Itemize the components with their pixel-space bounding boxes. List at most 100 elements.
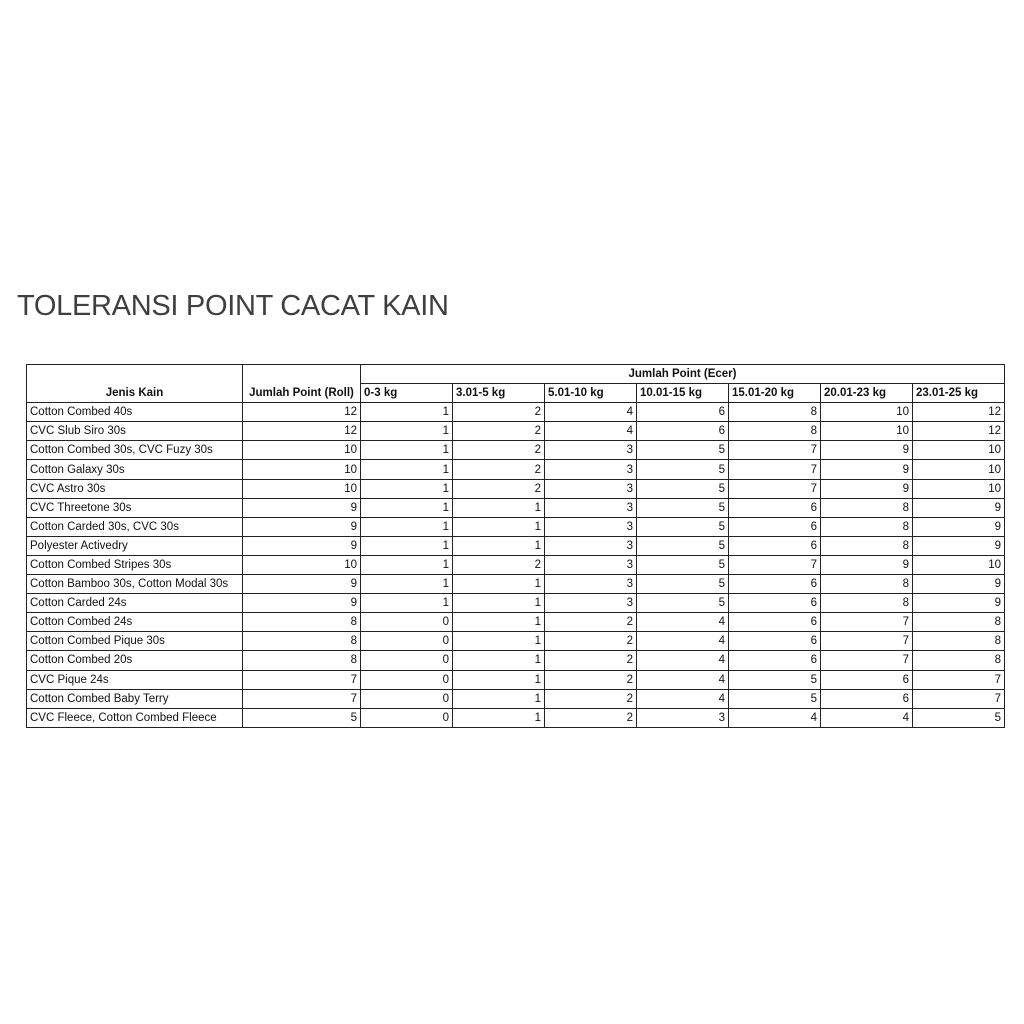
fabric-name-cell: Cotton Combed 20s: [26, 650, 243, 671]
roll-points-cell: 7: [242, 669, 361, 690]
table-row: CVC Threetone 30s 9 1 1 3 5 6 8 9: [26, 497, 1005, 518]
ecer-points-cell: 5: [728, 669, 821, 690]
table-row: Polyester Activedry 9 1 1 3 5 6 8 9: [26, 535, 1005, 556]
ecer-points-cell: 2: [452, 554, 545, 576]
fabric-name-cell: Cotton Combed Pique 30s: [26, 631, 243, 652]
roll-points-cell: 12: [242, 421, 361, 442]
ecer-points-cell: 3: [544, 516, 637, 537]
ecer-points-cell: 1: [360, 421, 453, 442]
ecer-points-cell: 1: [360, 459, 453, 480]
header-ecer-column: 20.01-23 kg: [820, 383, 913, 404]
header-jumlah-point-ecer: Jumlah Point (Ecer): [360, 363, 1005, 385]
ecer-points-cell: 5: [728, 688, 821, 709]
ecer-points-cell: 5: [636, 535, 729, 556]
roll-points-cell: 8: [242, 631, 361, 652]
roll-points-cell: 5: [242, 707, 361, 728]
ecer-points-cell: 1: [360, 478, 453, 499]
ecer-points-cell: 8: [820, 574, 913, 595]
ecer-points-cell: 1: [452, 688, 545, 709]
fabric-name-cell: Cotton Carded 24s: [26, 593, 243, 614]
ecer-points-cell: 8: [912, 650, 1005, 671]
ecer-points-cell: 10: [820, 402, 913, 423]
ecer-points-cell: 7: [728, 478, 821, 499]
fabric-name-cell: Cotton Combed Stripes 30s: [26, 554, 243, 576]
table-row: CVC Pique 24s 7 0 1 2 4 5 6 7: [26, 669, 1005, 690]
ecer-points-cell: 1: [452, 650, 545, 671]
ecer-points-cell: 1: [452, 574, 545, 595]
ecer-points-cell: 6: [820, 669, 913, 690]
header-ecer-column: 5.01-10 kg: [544, 383, 637, 404]
roll-points-cell: 9: [242, 593, 361, 614]
header-ecer-column: 23.01-25 kg: [912, 383, 1005, 404]
roll-points-cell: 9: [242, 497, 361, 518]
table-row: CVC Slub Siro 30s 12 1 2 4 6 8 10 12: [26, 421, 1005, 442]
ecer-points-cell: 7: [912, 669, 1005, 690]
ecer-points-cell: 8: [912, 612, 1005, 633]
roll-points-cell: 10: [242, 459, 361, 480]
roll-points-cell: 9: [242, 516, 361, 537]
ecer-points-cell: 5: [636, 516, 729, 537]
ecer-points-cell: 3: [544, 440, 637, 461]
table-row: Cotton Combed 20s 8 0 1 2 4 6 7 8: [26, 650, 1005, 671]
ecer-points-cell: 4: [636, 612, 729, 633]
ecer-points-cell: 9: [912, 516, 1005, 537]
ecer-points-cell: 6: [820, 688, 913, 709]
fabric-name-cell: CVC Pique 24s: [26, 669, 243, 690]
ecer-points-cell: 6: [728, 612, 821, 633]
roll-points-cell: 12: [242, 402, 361, 423]
ecer-points-cell: 6: [636, 421, 729, 442]
ecer-points-cell: 0: [360, 631, 453, 652]
ecer-points-cell: 10: [912, 478, 1005, 499]
table-row: CVC Astro 30s 10 1 2 3 5 7 9 10: [26, 478, 1005, 499]
ecer-points-cell: 1: [452, 669, 545, 690]
ecer-points-cell: 1: [360, 402, 453, 423]
ecer-points-cell: 9: [820, 478, 913, 499]
table-row: CVC Fleece, Cotton Combed Fleece 5 0 1 2 3 4 4 5: [26, 707, 1005, 728]
ecer-points-cell: 6: [728, 574, 821, 595]
fabric-name-cell: Cotton Bamboo 30s, Cotton Modal 30s: [26, 574, 243, 595]
header-ecer-column: 10.01-15 kg: [636, 383, 729, 404]
ecer-points-cell: 12: [912, 402, 1005, 423]
table-row: Cotton Bamboo 30s, Cotton Modal 30s 9 1 1 3 5…: [26, 574, 1005, 595]
ecer-points-cell: 3: [636, 707, 729, 728]
ecer-points-cell: 6: [728, 497, 821, 518]
ecer-points-cell: 1: [452, 516, 545, 537]
ecer-points-cell: 3: [544, 574, 637, 595]
header-jenis-kain: Jenis Kain: [26, 363, 243, 404]
table-row: Cotton Combed Baby Terry 7 0 1 2 4 5 6 7: [26, 688, 1005, 709]
ecer-points-cell: 10: [912, 440, 1005, 461]
ecer-points-cell: 3: [544, 478, 637, 499]
header-ecer-column: 15.01-20 kg: [728, 383, 821, 404]
fabric-name-cell: Cotton Combed Baby Terry: [26, 688, 243, 709]
ecer-points-cell: 9: [820, 440, 913, 461]
ecer-points-cell: 3: [544, 593, 637, 614]
ecer-points-cell: 9: [912, 497, 1005, 518]
ecer-points-cell: 3: [544, 459, 637, 480]
ecer-points-cell: 3: [544, 554, 637, 576]
table-row: Cotton Combed Stripes 30s 10 1 2 3 5 7 9 10: [26, 554, 1005, 576]
table-row: Cotton Carded 30s, CVC 30s 9 1 1 3 5 6 8 9: [26, 516, 1005, 537]
ecer-points-cell: 6: [728, 631, 821, 652]
ecer-points-cell: 7: [820, 650, 913, 671]
ecer-points-cell: 4: [820, 707, 913, 728]
page-title: TOLERANSI POINT CACAT KAIN: [17, 290, 449, 322]
ecer-points-cell: 4: [636, 669, 729, 690]
ecer-points-cell: 5: [636, 440, 729, 461]
ecer-points-cell: 9: [820, 459, 913, 480]
ecer-points-cell: 4: [544, 421, 637, 442]
ecer-points-cell: 7: [728, 459, 821, 480]
ecer-points-cell: 3: [544, 535, 637, 556]
table-row: Cotton Combed 30s, CVC Fuzy 30s 10 1 2 3 5 7 9 1…: [26, 440, 1005, 461]
roll-points-cell: 9: [242, 535, 361, 556]
ecer-points-cell: 2: [452, 440, 545, 461]
ecer-points-cell: 2: [544, 650, 637, 671]
table-row: Cotton Combed 40s 12 1 2 4 6 8 10 12: [26, 402, 1005, 423]
ecer-points-cell: 8: [820, 535, 913, 556]
table-row: Cotton Galaxy 30s 10 1 2 3 5 7 9 10: [26, 459, 1005, 480]
ecer-points-cell: 10: [912, 459, 1005, 480]
ecer-points-cell: 1: [360, 593, 453, 614]
fabric-name-cell: CVC Threetone 30s: [26, 497, 243, 518]
ecer-points-cell: 6: [728, 650, 821, 671]
ecer-points-cell: 5: [636, 574, 729, 595]
ecer-points-cell: 6: [728, 535, 821, 556]
